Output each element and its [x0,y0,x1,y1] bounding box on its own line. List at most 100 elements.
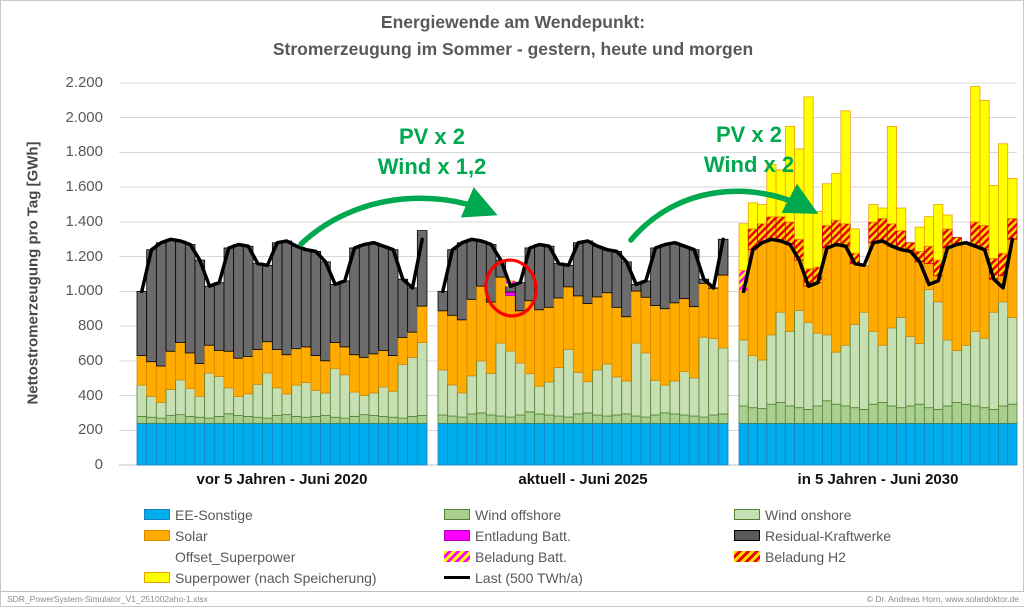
legend-label-residual: Residual-Kraftwerke [765,528,891,544]
bar-segment-residual [166,239,176,351]
bar-segment-onshore [467,376,477,414]
bar-segment-offshore [292,416,302,423]
bar-segment-residual [515,283,525,311]
bar-segment-solar [887,246,896,328]
bar-segment-offshore [952,402,961,423]
bar-segment-onshore [651,380,661,415]
bar-segment-offshore [554,416,564,423]
bar-segment-onshore [952,350,961,402]
bar-segment-onshore [350,392,360,416]
bar-segment-ee [408,423,418,465]
bar-segment-onshore [785,331,794,406]
bar-segment-offshore [767,404,776,423]
bar-segment-residual [311,251,321,355]
bar-segment-ee [301,423,311,465]
legend-swatch-residual [734,530,760,541]
bar-segment-superpower [943,215,952,229]
bar-segment-solar [486,302,496,373]
bar-segment-solar [906,251,915,336]
bar-segment-ee [156,423,166,465]
bar-segment-onshore [906,337,915,406]
y-tick-label: 1.600 [13,178,103,195]
bar-segment-onshore [915,343,924,404]
bar-segment-offshore [631,416,641,423]
bar-segment-ee [398,423,408,465]
bar-segment-residual [195,260,205,363]
bar-segment-offshore [651,415,661,423]
bar-segment-offshore [906,406,915,423]
bar-segment-ee [564,423,574,465]
y-tick-label: 2.200 [13,74,103,91]
bar-segment-onshore [670,381,680,414]
bar-segment-onshore [166,389,176,415]
bar-segment-beladung_h2 [776,217,785,241]
bar-segment-solar [971,246,980,331]
bar-segment-offshore [398,418,408,423]
bar-segment-solar [709,288,719,338]
bar-segment-ee [340,423,350,465]
bar-segment-onshore [934,302,943,410]
bar-segment-onshore [156,402,166,418]
legend-swatch-offset_superpower [144,551,170,562]
bar-segment-ee [176,423,186,465]
bar-segment-offshore [467,414,477,423]
bar-segment-offshore [593,415,603,423]
x-group-label-2020: vor 5 Jahren - Juni 2020 [152,471,412,488]
bar-segment-superpower [1008,179,1017,219]
bar-segment-ee [718,423,728,465]
bar-segment-offshore [813,406,822,423]
bar-segment-onshore [224,388,234,414]
bar-segment-onshore [869,331,878,404]
bar-segment-solar [554,298,564,367]
bar-segment-solar [340,347,350,375]
bar-segment-ee [263,423,273,465]
bar-segment-ee [622,423,632,465]
bar-segment-ee [457,423,467,465]
bar-segment-offshore [739,406,748,423]
chart-title: Energiewende am Wendepunkt: Stromerzeugu… [1,9,1024,63]
bar-segment-onshore [660,385,670,413]
footer-filename: SDR_PowerSystem-Simulator_V1_251002aho-1… [7,594,208,604]
bar-segment-onshore [573,372,583,414]
bar-segment-superpower [924,217,933,247]
bar-segment-ee [525,423,535,465]
bar-segment-solar [253,350,263,385]
bar-segment-offshore [243,416,253,423]
bar-segment-ee [699,423,709,465]
bar-segment-onshore [602,364,612,416]
bar-segment-offshore [859,409,868,423]
bar-segment-offshore [943,406,952,423]
bar-segment-offshore [699,417,709,423]
bar-segment-offshore [137,416,147,423]
bar-segment-ee [388,423,398,465]
bar-segment-offshore [379,416,389,423]
bar-segment-offshore [612,415,622,423]
bar-segment-onshore [822,335,831,401]
bar-segment-offshore [369,416,379,424]
bar-segment-solar [767,239,776,335]
bar-segment-onshore [243,394,253,417]
legend-swatch-offshore [444,509,470,520]
bar-segment-offshore [486,415,496,423]
bar-segment-solar [583,304,593,382]
bar-segment-onshore [137,385,147,416]
bar-segment-solar [467,299,477,375]
legend-item-last: Last (500 TWh/a) [444,567,583,588]
bar-segment-ee [841,423,850,465]
bar-segment-offshore [525,412,535,423]
bar-segment-onshore [263,373,273,418]
legend-label-onshore: Wind onshore [765,507,851,523]
bar-segment-ee [602,423,612,465]
bar-segment-offshore [224,414,234,424]
x-group-label-2030: in 5 Jahren - Juni 2030 [748,471,1008,488]
bar-segment-solar [272,350,282,388]
bar-segment-ee [477,423,487,465]
legend-item-solar: Solar [144,525,377,546]
bar-segment-ee [971,423,980,465]
bar-segment-solar [832,244,841,352]
bar-segment-residual [330,284,340,342]
bar-segment-onshore [924,290,933,408]
bar-segment-onshore [176,380,186,415]
bar-segment-ee [224,423,234,465]
